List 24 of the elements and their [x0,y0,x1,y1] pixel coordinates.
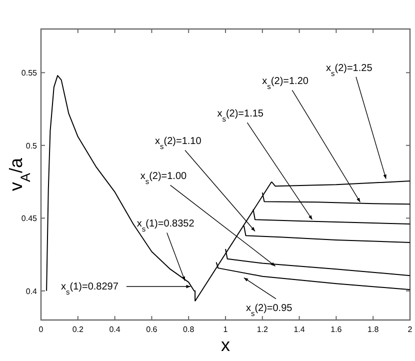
x-tick-label: 0 [38,325,44,334]
x-tick-label: 1.4 [294,325,306,334]
annotation: x$_{s}$(2)=1.25 [326,62,373,78]
y-tick-label: 0.55 [21,68,38,78]
x-tick-label: 1.8 [368,325,380,334]
x-axis-title: x [221,335,230,355]
x-tick-label: 0.4 [109,325,121,334]
annotation: x$_{s}$(2)=1.20 [262,76,309,91]
annotation: x$_{s}$(2)=0.95 [246,302,293,318]
annotation: x$_{s}$(2)=1.10 [155,136,202,151]
y-tick-label: 0.5 [26,141,38,150]
x-tick-label: 0.2 [72,325,84,334]
x-tick-label: 0.8 [183,325,195,334]
annotation: x$_{s}$(2)=1.15 [217,108,264,124]
x-tick-label: 1 [223,325,228,334]
x-tick-label: 2 [408,325,413,334]
y-tick-label: 0.4 [26,286,38,296]
x-tick-label: 0.6 [146,325,158,334]
annotation: x$_{s}$(1)=0.8352 [136,218,195,234]
x-tick-label: 1.2 [256,325,269,334]
y-tick-label: 0.45 [21,214,38,224]
annotation: x$_{s}$(2)=1.00 [140,171,188,186]
annotation: x$_{s}$(1)=0.8297 [61,282,119,296]
x-tick-label: 1.6 [330,325,342,334]
